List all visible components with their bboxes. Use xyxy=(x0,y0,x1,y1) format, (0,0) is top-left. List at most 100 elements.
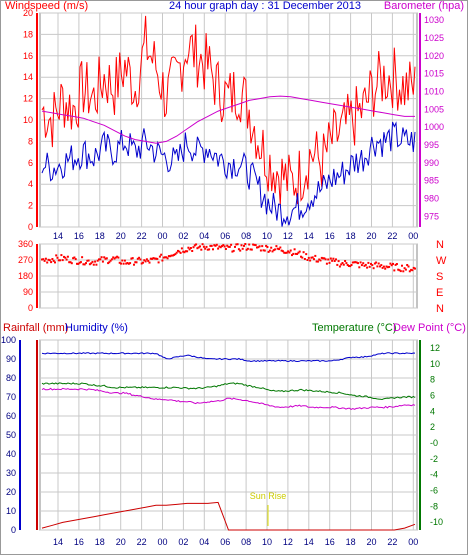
direction-point xyxy=(379,265,381,268)
x-tick-label: 02 xyxy=(178,231,188,241)
direction-point xyxy=(315,260,318,263)
direction-point xyxy=(313,258,315,261)
direction-point xyxy=(222,244,225,247)
direction-point xyxy=(406,264,409,266)
direction-point xyxy=(246,247,249,250)
x-tick-label: 10 xyxy=(262,537,272,547)
direction-point xyxy=(81,256,84,259)
x-tick-label: 06 xyxy=(220,537,230,547)
direction-point xyxy=(338,265,341,268)
direction-point xyxy=(208,248,211,251)
direction-point xyxy=(76,262,78,265)
direction-point xyxy=(223,245,226,248)
direction-point xyxy=(210,244,213,247)
direction-point xyxy=(104,257,107,260)
direction-point xyxy=(248,243,251,246)
direction-point xyxy=(215,243,218,246)
direction-point xyxy=(276,247,279,250)
windspeed-tick: 4 xyxy=(28,179,33,189)
x-tick-label: 22 xyxy=(387,231,397,241)
direction-point xyxy=(170,254,173,257)
direction-point xyxy=(50,261,53,264)
rain-grid xyxy=(40,339,417,531)
direction-point xyxy=(272,249,275,252)
direction-point xyxy=(135,261,138,264)
direction-point xyxy=(127,262,130,265)
direction-point xyxy=(284,251,287,254)
barometer-tick: 1025 xyxy=(424,33,444,43)
direction-point xyxy=(145,258,148,261)
direction-point xyxy=(187,246,190,249)
direction-point xyxy=(376,265,379,268)
direction-point xyxy=(126,262,129,264)
direction-point xyxy=(44,257,47,260)
direction-point xyxy=(134,261,137,264)
direction-point xyxy=(133,263,135,266)
x-tick-label: 12 xyxy=(283,537,293,547)
windspeed-line xyxy=(41,15,416,206)
humidity-title: Humidity (%) xyxy=(65,322,128,334)
direction-point xyxy=(116,255,119,258)
direction-point xyxy=(243,244,245,247)
direction-point xyxy=(139,258,142,261)
direction-point xyxy=(303,258,306,260)
direction-point xyxy=(183,251,186,254)
direction-point xyxy=(153,257,156,260)
temperature-ticks: -10 -8 -6 -4 -2 -0 2 4 6 8 10 12 xyxy=(430,343,443,527)
direction-point xyxy=(47,258,50,261)
direction-point xyxy=(349,265,352,268)
barometer-tick: 980 xyxy=(424,193,439,203)
direction-point xyxy=(217,247,220,250)
direction-point xyxy=(333,260,336,262)
direction-point xyxy=(403,267,406,270)
direction-point xyxy=(310,256,313,259)
direction-point xyxy=(206,248,209,251)
windspeed-tick: 10 xyxy=(23,115,33,125)
direction-point xyxy=(384,267,387,270)
direction-point xyxy=(262,249,265,252)
direction-point xyxy=(283,251,286,254)
temperature-tick: -4 xyxy=(430,470,438,480)
x-tick-label: 12 xyxy=(283,231,293,241)
x-tick-label: 18 xyxy=(95,231,105,241)
direction-point xyxy=(107,262,110,265)
direction-point xyxy=(91,260,94,263)
direction-point xyxy=(54,261,56,264)
direction-point xyxy=(410,268,413,271)
direction-point xyxy=(105,257,108,260)
direction-point xyxy=(64,256,67,259)
barometer-tick: 1030 xyxy=(424,15,444,25)
direction-point xyxy=(140,262,143,265)
direction-point xyxy=(245,248,248,251)
direction-point xyxy=(130,257,133,260)
direction-point xyxy=(193,244,196,247)
direction-point xyxy=(186,250,189,253)
direction-point xyxy=(259,249,262,252)
x-tick-label: 18 xyxy=(346,537,356,547)
direction-point xyxy=(300,255,302,258)
direction-point xyxy=(57,259,60,262)
direction-point xyxy=(368,265,371,268)
direction-point xyxy=(230,243,233,246)
direction-point xyxy=(360,264,363,267)
direction-point xyxy=(371,264,374,267)
direction-point xyxy=(77,262,80,265)
direction-point xyxy=(125,262,128,265)
direction-point xyxy=(123,259,126,262)
direction-point xyxy=(263,249,266,252)
windspeed-tick: 0 xyxy=(28,222,33,232)
direction-point xyxy=(294,252,297,255)
x-tick-label: 14 xyxy=(53,537,63,547)
x-tick-label: 00 xyxy=(157,231,167,241)
humidity-tick: 30 xyxy=(6,468,16,478)
direction-point xyxy=(287,250,290,253)
direction-point xyxy=(122,262,125,265)
direction-point xyxy=(323,257,326,260)
direction-point xyxy=(152,257,155,260)
direction-point xyxy=(381,266,384,269)
direction-point xyxy=(328,261,331,264)
avg-wind-line xyxy=(41,121,416,227)
direction-point xyxy=(268,249,271,252)
direction-tick: 0 xyxy=(28,303,33,313)
